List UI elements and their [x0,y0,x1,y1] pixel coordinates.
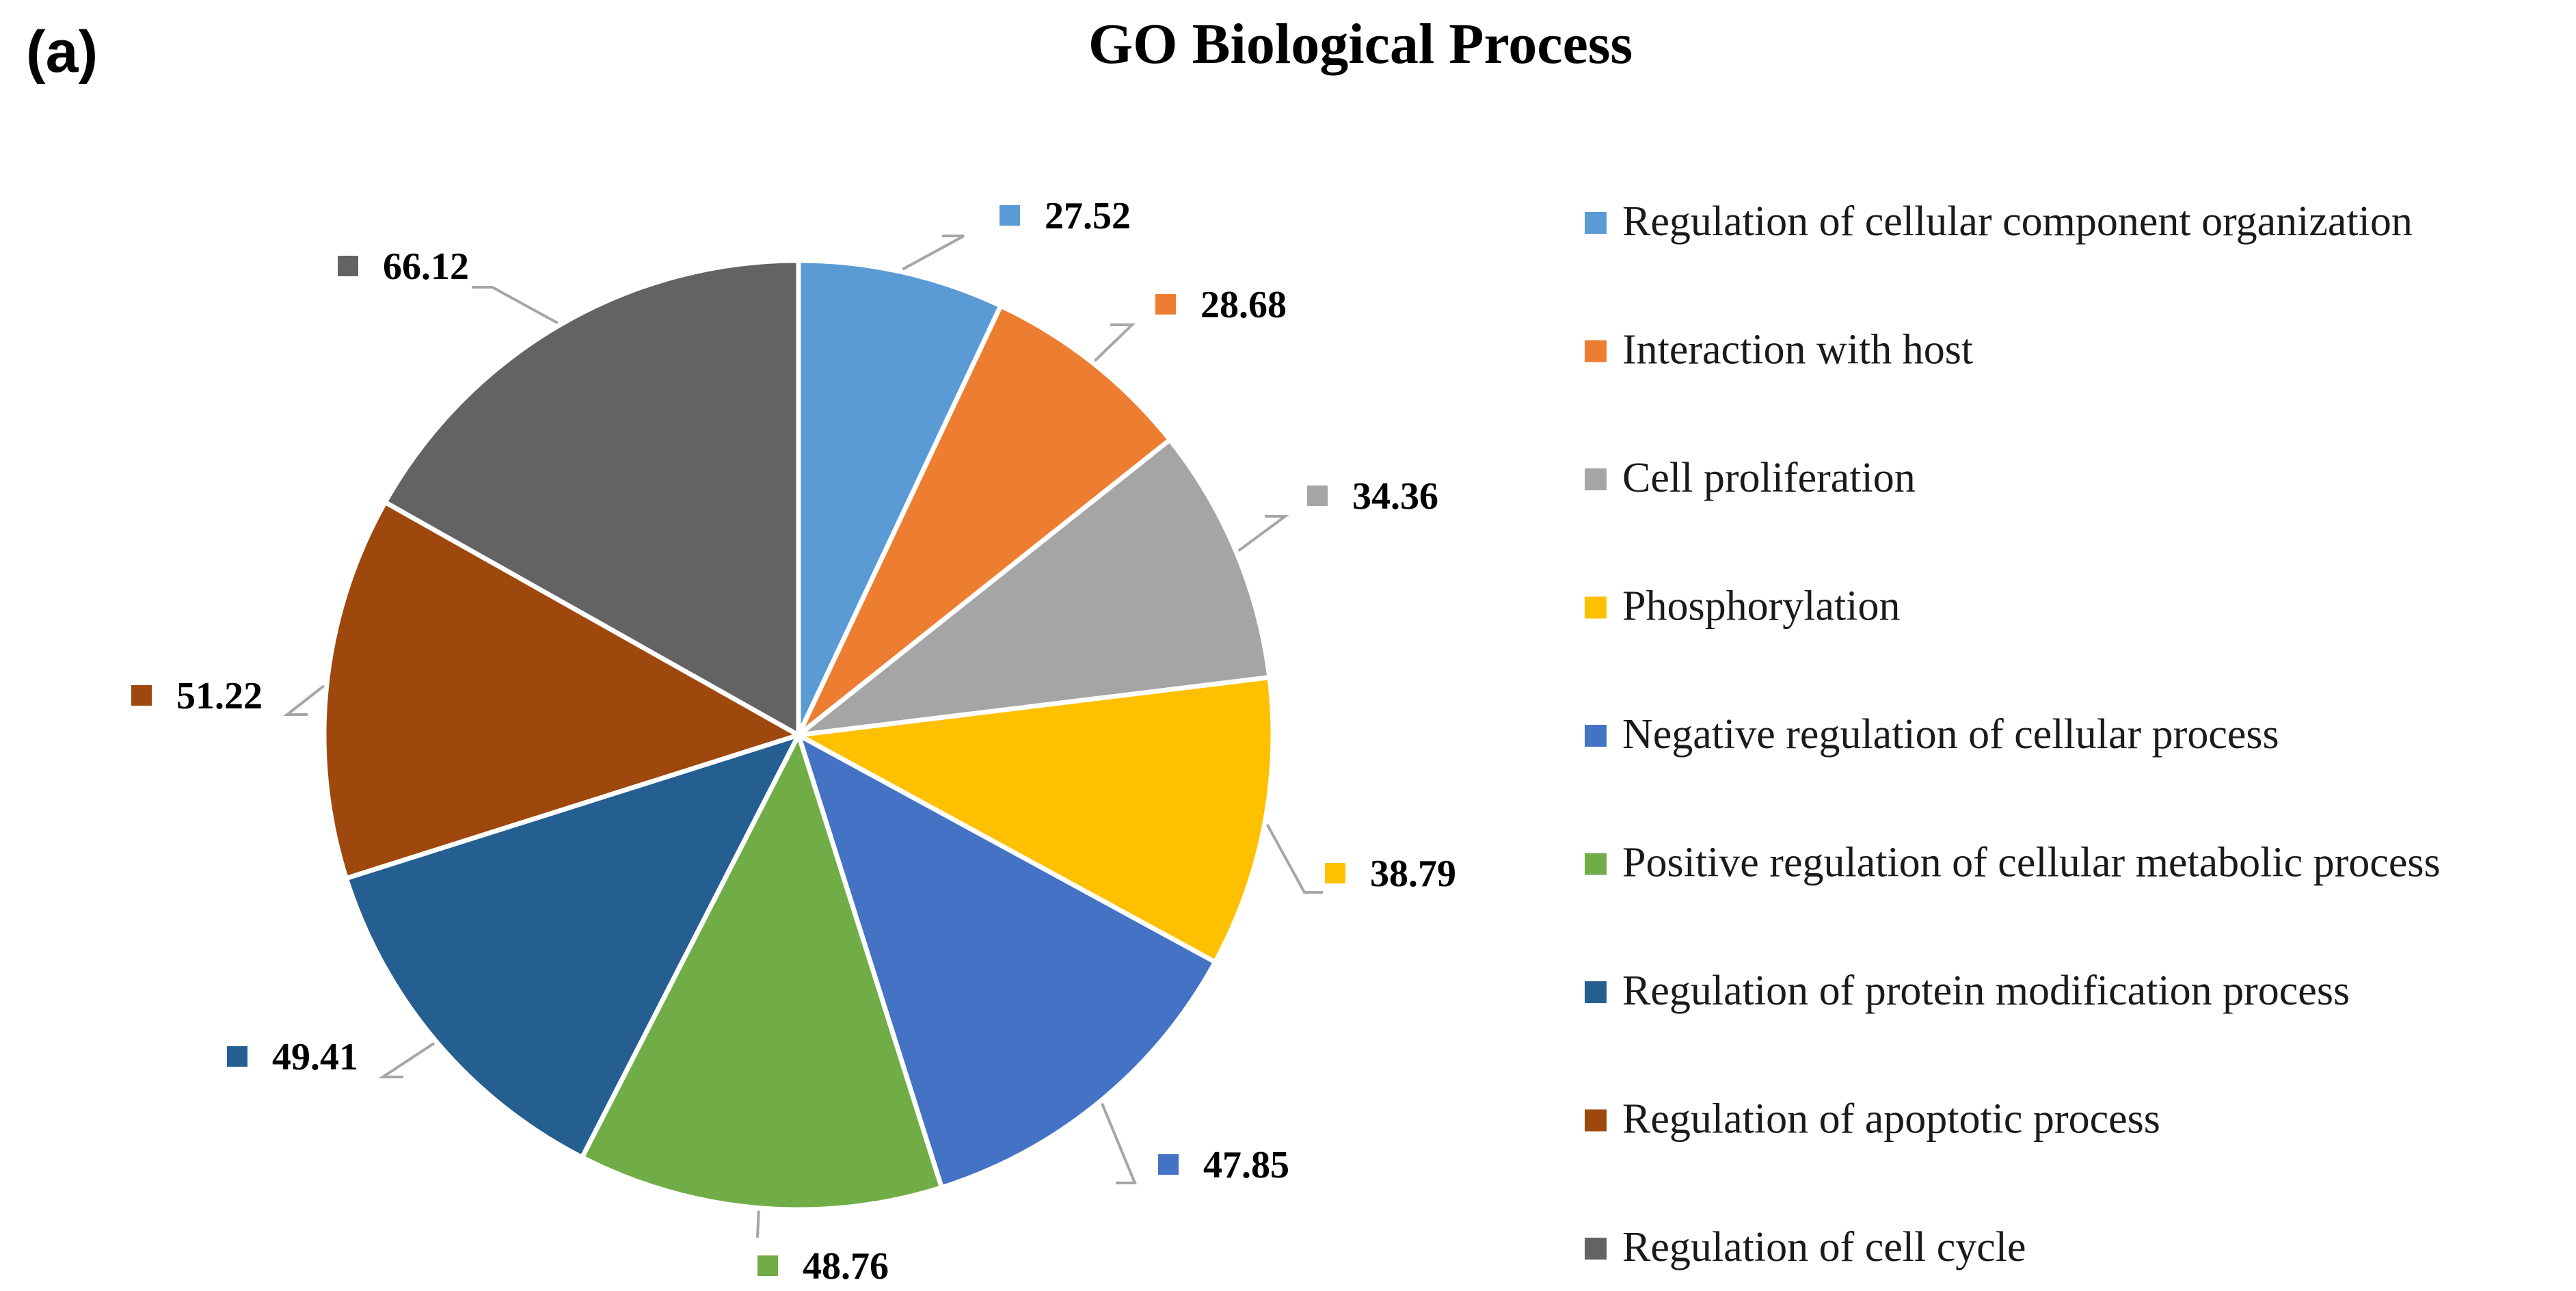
data-label-phosphorylation: 38.79 [1370,853,1456,895]
legend-label-regulation-of-apoptotic-process: Regulation of apoptotic process [1622,1096,2160,1143]
slice-positive-regulation-of-cellular-metabolic-process [579,732,944,1212]
data-label-cell-proliferation: 34.36 [1352,475,1438,518]
legend-label-positive-regulation-of-cellular-metabolic-process: Positive regulation of cellular metaboli… [1622,840,2441,886]
slice-negative-regulation-of-cellular-process [796,732,1218,1190]
data-label-negative-regulation-of-cellular-process: 47.85 [1203,1144,1289,1186]
leader-line-interaction-with-host [1093,323,1136,362]
legend-swatch-regulation-of-cellular-component-organization [1585,212,1607,234]
legend-swatch-regulation-of-protein-modification-process [1585,981,1607,1003]
legend-label-cell-proliferation: Cell proliferation [1622,455,1916,501]
data-label-marker-regulation-of-apoptotic-process [131,685,152,706]
data-label-marker-negative-regulation-of-cellular-process [1158,1154,1179,1175]
data-label-marker-regulation-of-cell-cycle [338,256,358,276]
data-label-regulation-of-apoptotic-process: 51.22 [176,675,263,717]
legend-label-phosphorylation: Phosphorylation [1622,583,1900,630]
leader-line-regulation-of-cell-cycle [472,286,559,325]
pie-slices [321,258,1276,1212]
legend-label-regulation-of-protein-modification-process: Regulation of protein modification proce… [1622,968,2350,1014]
legend-label-regulation-of-cell-cycle: Regulation of cell cycle [1622,1224,2026,1270]
leader-line-cell-proliferation [1237,515,1290,552]
leader-line-regulation-of-apoptotic-process [283,684,325,716]
slice-regulation-of-apoptotic-process [321,499,801,881]
data-label-marker-cell-proliferation [1307,485,1328,506]
legend-swatch-cell-proliferation [1585,468,1607,490]
chart-title: GO Biological Process [1088,12,1633,76]
legend-label-regulation-of-cellular-component-organization: Regulation of cellular component organiz… [1622,198,2413,245]
data-labels: 27.52 28.68 34.36 38.79 47.85 48.76 49.41 51.22… [131,195,1456,1288]
legend-swatch-positive-regulation-of-cellular-metabolic-process [1585,853,1607,875]
legend: Regulation of cellular component organiz… [1585,198,2441,1270]
data-label-interaction-with-host: 28.68 [1200,284,1287,326]
leader-lines [283,235,1323,1238]
data-label-marker-phosphorylation [1325,863,1345,883]
legend-swatch-interaction-with-host [1585,340,1607,362]
legend-swatch-negative-regulation-of-cellular-process [1585,725,1607,747]
slice-regulation-of-protein-modification-process [343,732,801,1160]
slice-regulation-of-cellular-component-organization [796,258,1004,738]
legend-swatch-regulation-of-apoptotic-process [1585,1109,1607,1132]
data-label-marker-positive-regulation-of-cellular-metabolic-process [757,1255,778,1276]
leader-line-negative-regulation-of-cellular-process [1101,1102,1137,1184]
data-label-positive-regulation-of-cellular-metabolic-process: 48.76 [803,1245,889,1288]
data-label-marker-regulation-of-cellular-component-organization [999,205,1020,226]
legend-label-negative-regulation-of-cellular-process: Negative regulation of cellular process [1622,711,2279,758]
legend-swatch-regulation-of-cell-cycle [1585,1238,1607,1260]
legend-swatch-phosphorylation [1585,596,1607,619]
data-label-marker-regulation-of-protein-modification-process [227,1046,247,1067]
leader-line-positive-regulation-of-cellular-metabolic-process [756,1210,760,1238]
legend-label-interaction-with-host: Interaction with host [1622,327,1973,373]
slice-regulation-of-cell-cycle [382,258,801,738]
leader-line-phosphorylation [1265,823,1323,894]
data-label-regulation-of-cell-cycle: 66.12 [383,245,469,288]
slice-cell-proliferation [796,437,1272,738]
slice-interaction-with-host [796,303,1172,738]
data-label-marker-interaction-with-host [1155,294,1176,315]
panel-label: (a) [26,19,98,85]
data-label-regulation-of-protein-modification-process: 49.41 [272,1036,358,1078]
leader-line-regulation-of-protein-modification-process [378,1042,435,1078]
data-label-regulation-of-cellular-component-organization: 27.52 [1045,195,1131,237]
slice-phosphorylation [796,675,1276,965]
leader-line-regulation-of-cellular-component-organization [902,235,965,271]
